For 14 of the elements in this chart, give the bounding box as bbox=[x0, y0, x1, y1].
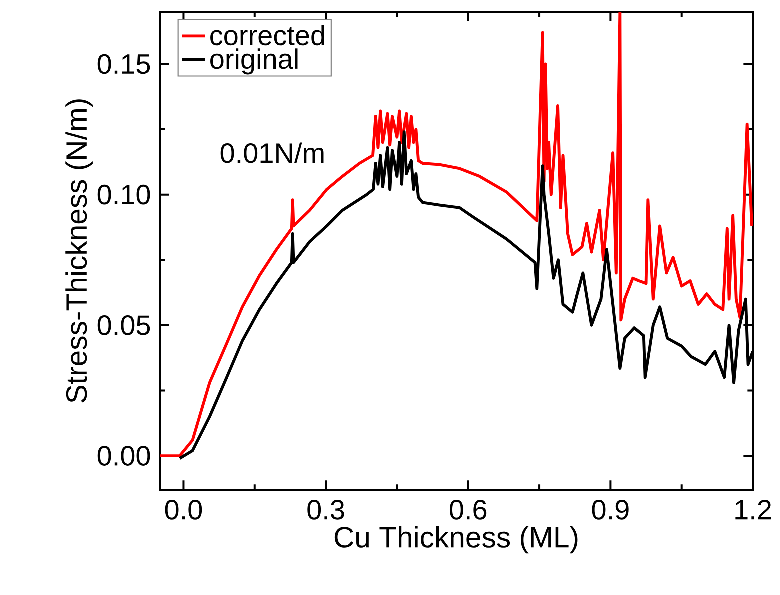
x-tick-label: 0.3 bbox=[308, 500, 344, 520]
x-tick-label: 0.0 bbox=[165, 500, 202, 520]
annotation: 0.01N/m bbox=[220, 142, 324, 164]
y-tick-label: 0.00 bbox=[98, 446, 150, 466]
x-tick-label: 0.6 bbox=[450, 500, 487, 520]
y-tick-label: 0.15 bbox=[98, 54, 150, 74]
y-tick-label: 0.10 bbox=[98, 184, 150, 205]
legend-label: corrected bbox=[210, 25, 324, 46]
x-axis-title: Cu Thickness (ML) bbox=[334, 526, 578, 554]
y-tick-label: 0.05 bbox=[98, 316, 150, 336]
legend-label: original bbox=[210, 48, 298, 75]
x-tick-label: 0.9 bbox=[592, 500, 629, 520]
x-tick-label: 1.2 bbox=[736, 500, 772, 520]
y-axis-title: Stress-Thickness (N/m) bbox=[66, 100, 93, 403]
